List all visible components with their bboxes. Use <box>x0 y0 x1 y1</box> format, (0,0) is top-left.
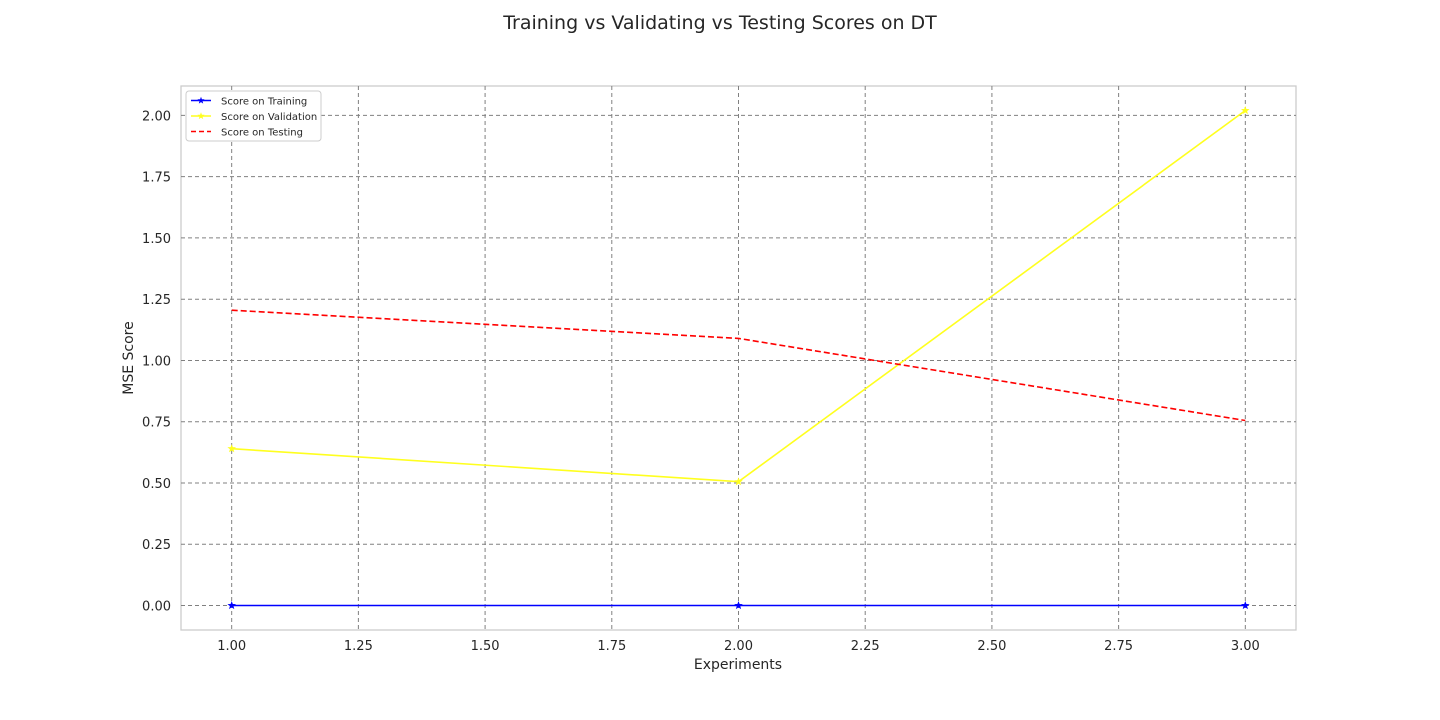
x-tick-label: 2.75 <box>1104 639 1133 654</box>
y-tick-label: 0.25 <box>142 538 171 553</box>
series-2 <box>227 106 1250 486</box>
legend: Score on Training Score on Validation Scor… <box>185 90 322 142</box>
legend-item: Score on Training <box>191 96 307 107</box>
series-layer <box>227 106 1250 610</box>
x-tick-label: 2.50 <box>977 639 1006 654</box>
y-tick-label: 2.00 <box>142 109 171 124</box>
data-point <box>1241 106 1250 115</box>
x-axis-label: Experiments <box>694 657 782 673</box>
x-axis-ticks: 1.00 1.25 1.50 1.75 2.00 2.25 2.50 2.75 3.00 <box>217 639 1260 654</box>
legend-label: Score on Training <box>221 96 307 107</box>
legend-label: Score on Testing <box>221 127 303 138</box>
series-line <box>231 309 1246 422</box>
legend-box <box>185 90 322 142</box>
x-tick-label: 1.50 <box>471 639 500 654</box>
data-point <box>1241 601 1250 610</box>
x-tick-label: 1.75 <box>597 639 626 654</box>
data-point <box>227 601 236 610</box>
y-tick-label: 1.50 <box>142 232 171 247</box>
series-1 <box>227 601 1250 610</box>
legend-marker <box>197 112 205 120</box>
legend-label: Score on Validation <box>221 112 317 123</box>
x-tick-label: 2.00 <box>724 639 753 654</box>
legend-item: Score on Validation <box>191 112 317 123</box>
y-tick-label: 0.50 <box>142 477 171 492</box>
plot-area <box>180 85 1297 631</box>
x-tick-label: 1.25 <box>344 639 373 654</box>
legend-marker <box>197 96 205 104</box>
x-tick-label: 3.00 <box>1231 639 1260 654</box>
x-tick-label: 1.00 <box>217 639 246 654</box>
data-point <box>227 444 236 453</box>
chart-title: Training vs Validating vs Testing Scores… <box>502 12 937 34</box>
y-tick-label: 1.75 <box>142 171 171 186</box>
y-tick-label: 1.00 <box>142 354 171 369</box>
legend-item: Score on Testing <box>191 127 303 138</box>
y-axis-label: MSE Score <box>121 321 137 394</box>
x-tick-label: 2.25 <box>851 639 880 654</box>
data-point <box>734 601 743 610</box>
series-3 <box>231 309 1246 422</box>
data-point <box>734 477 743 486</box>
y-tick-label: 0.75 <box>142 416 171 431</box>
y-axis-ticks: 0.00 0.25 0.50 0.75 1.00 1.25 1.50 1.75 2.00 <box>142 109 171 614</box>
y-tick-label: 0.00 <box>142 599 171 614</box>
y-tick-label: 1.25 <box>142 293 171 308</box>
